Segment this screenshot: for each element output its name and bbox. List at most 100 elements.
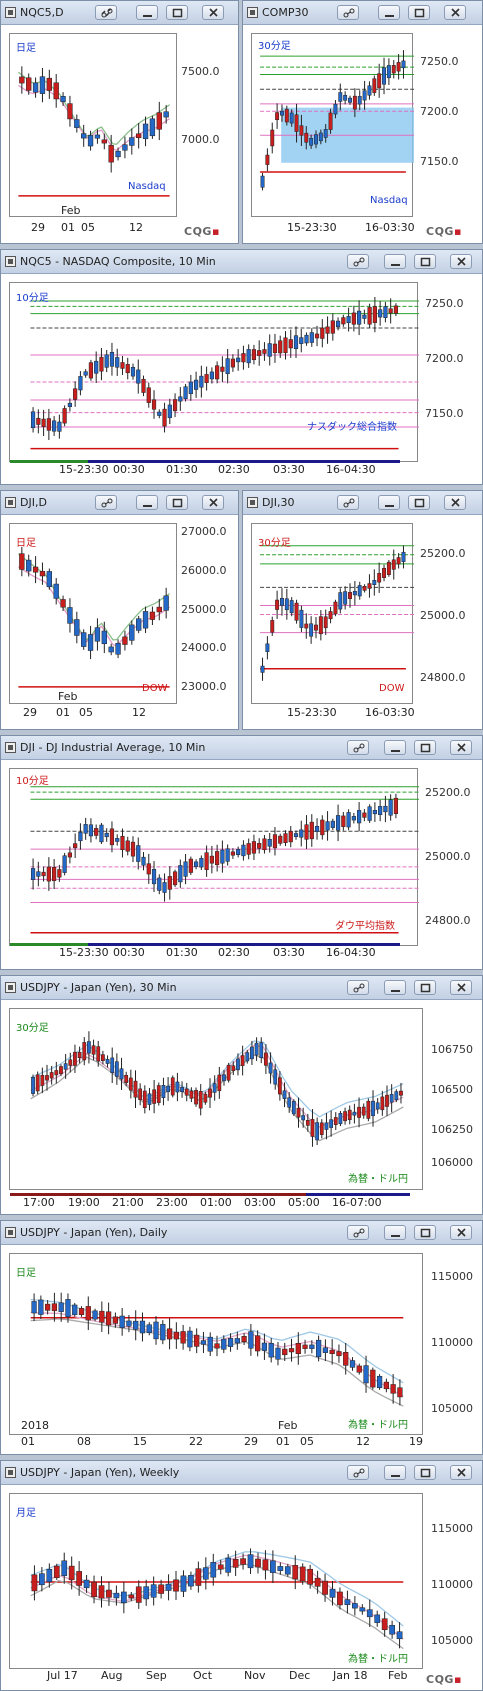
title-bar[interactable]: DJI,30 xyxy=(243,491,482,515)
candle xyxy=(67,402,72,407)
maximize-button[interactable] xyxy=(166,495,188,510)
candle xyxy=(166,1328,173,1340)
chart-area[interactable]: 30分足 為替・ドル円 xyxy=(9,1008,423,1190)
maximize-button[interactable] xyxy=(414,254,436,269)
x-tick: 01 xyxy=(61,221,75,234)
link-button[interactable] xyxy=(347,254,369,269)
link-button[interactable] xyxy=(347,740,369,755)
candle xyxy=(333,1117,338,1125)
maximize-button[interactable] xyxy=(414,740,436,755)
close-button[interactable] xyxy=(444,5,466,20)
candle xyxy=(284,108,289,123)
candle xyxy=(124,1074,129,1083)
y-tick: 26000.0 xyxy=(181,564,227,577)
candle xyxy=(202,1567,209,1580)
minimize-button[interactable] xyxy=(384,1465,406,1480)
candle xyxy=(265,643,270,652)
candle xyxy=(113,1592,120,1599)
window-comp30[interactable]: COMP30 30分足 Nasdaq 7250.0 7200.0 7150.0 … xyxy=(242,0,483,244)
chart-svg xyxy=(30,296,419,450)
window-usdjpy-daily[interactable]: USDJPY - Japan (Yen), Daily 日足 為替・ドル円 11… xyxy=(0,1220,483,1455)
chart-area[interactable]: 10分足 ダウ平均指数 xyxy=(9,768,419,946)
candle xyxy=(382,567,386,578)
window-nqc5-10min[interactable]: NQC5 - NASDAQ Composite, 10 Min 10分足 ナスダ… xyxy=(0,249,483,485)
link-button[interactable] xyxy=(95,495,117,510)
close-button[interactable] xyxy=(450,1225,472,1240)
title-bar[interactable]: USDJPY - Japan (Yen), 30 Min xyxy=(1,976,482,1000)
chart-area[interactable]: 日足 為替・ドル円 xyxy=(9,1253,423,1435)
maximize-button[interactable] xyxy=(166,5,188,20)
close-button[interactable] xyxy=(202,495,224,510)
minimize-button[interactable] xyxy=(378,5,400,20)
minimize-button[interactable] xyxy=(384,740,406,755)
window-dji-30min[interactable]: DJI,30 30分足 DOW 25200.0 25000.0 24800.0 … xyxy=(242,490,483,730)
link-button[interactable] xyxy=(337,5,359,20)
candle xyxy=(315,1339,322,1358)
candle xyxy=(367,307,372,325)
candle xyxy=(299,125,304,136)
title-bar[interactable]: COMP30 xyxy=(243,1,482,25)
candle xyxy=(352,591,357,596)
chart-area[interactable]: 10分足 ナスダック総合指数 xyxy=(9,282,419,462)
candle xyxy=(99,356,104,372)
link-button[interactable] xyxy=(337,495,359,510)
maximize-button[interactable] xyxy=(414,1465,436,1480)
candle xyxy=(255,1335,261,1352)
title-bar[interactable]: NQC5 - NASDAQ Composite, 10 Min xyxy=(1,250,482,274)
maximize-button[interactable] xyxy=(408,495,430,510)
candle xyxy=(383,1381,389,1390)
minimize-button[interactable] xyxy=(384,254,406,269)
close-button[interactable] xyxy=(450,980,472,995)
window-title: DJI,D xyxy=(20,496,47,509)
candle xyxy=(135,1586,142,1603)
minimize-button[interactable] xyxy=(384,1225,406,1240)
candle xyxy=(236,848,241,856)
link-button[interactable] xyxy=(347,1225,369,1240)
window-usdjpy-weekly[interactable]: USDJPY - Japan (Yen), Weekly 月足 為替・ドル円 1… xyxy=(0,1460,483,1691)
maximize-button[interactable] xyxy=(414,1225,436,1240)
minimize-button[interactable] xyxy=(136,495,158,510)
candle xyxy=(141,856,146,866)
x-tick: 03:00 xyxy=(244,1196,276,1209)
link-button[interactable] xyxy=(347,1465,369,1480)
maximize-button[interactable] xyxy=(414,980,436,995)
maximize-button[interactable] xyxy=(408,5,430,20)
title-bar[interactable]: DJI - DJ Industrial Average, 10 Min xyxy=(1,736,482,760)
title-bar[interactable]: NQC5,D xyxy=(1,1,238,25)
minimize-button[interactable] xyxy=(378,495,400,510)
chart-area[interactable]: 月足 為替・ドル円 xyxy=(9,1493,423,1669)
candle xyxy=(129,624,135,641)
window-usdjpy-30min[interactable]: USDJPY - Japan (Yen), 30 Min 30分足 為替・ドル円… xyxy=(0,975,483,1215)
close-button[interactable] xyxy=(450,1465,472,1480)
candle xyxy=(194,379,199,390)
close-button[interactable] xyxy=(202,5,224,20)
window-nqc5-daily[interactable]: NQC5,D 日足 Nasdaq 7500.0 7000.0 Feb 29 01… xyxy=(0,0,239,244)
link-button[interactable] xyxy=(95,5,117,20)
link-button[interactable] xyxy=(347,980,369,995)
candle xyxy=(247,1554,254,1569)
close-button[interactable] xyxy=(444,495,466,510)
close-button[interactable] xyxy=(450,254,472,269)
candle xyxy=(204,852,209,870)
candle xyxy=(215,365,220,380)
title-bar[interactable]: USDJPY - Japan (Yen), Daily xyxy=(1,1221,482,1245)
window-dji-daily[interactable]: DJI,D 日足 DOW 27000.0 26000.0 25000.0 240… xyxy=(0,490,239,730)
chart-area[interactable]: 日足 DOW xyxy=(9,523,177,704)
candle xyxy=(112,1316,119,1324)
candle xyxy=(78,376,83,391)
candle xyxy=(146,1324,152,1333)
close-button[interactable] xyxy=(450,740,472,755)
minimize-button[interactable] xyxy=(384,980,406,995)
title-bar[interactable]: DJI,D xyxy=(1,491,238,515)
candle xyxy=(83,824,88,834)
candle xyxy=(261,1342,268,1351)
candle xyxy=(87,634,94,651)
chart-area[interactable]: 30分足 Nasdaq xyxy=(251,33,414,217)
chart-area[interactable]: 日足 Nasdaq xyxy=(9,33,177,217)
title-bar[interactable]: USDJPY - Japan (Yen), Weekly xyxy=(1,1461,482,1485)
window-dji-10min[interactable]: DJI - DJ Industrial Average, 10 Min 10分足… xyxy=(0,735,483,970)
candle xyxy=(221,1338,227,1350)
chart-area[interactable]: 30分足 DOW xyxy=(251,523,414,704)
candle xyxy=(370,1369,376,1388)
minimize-button[interactable] xyxy=(136,5,158,20)
